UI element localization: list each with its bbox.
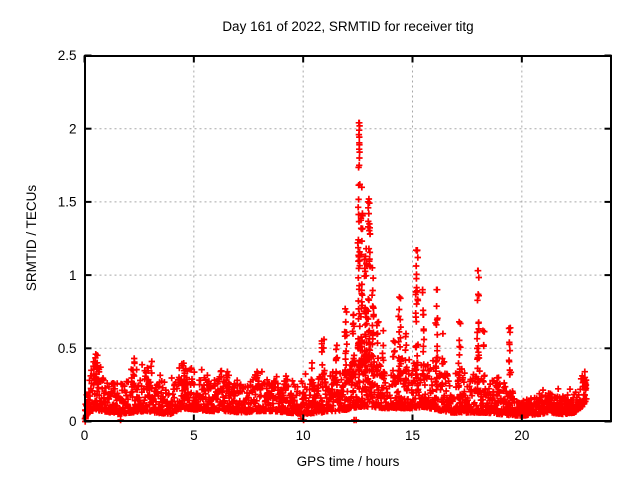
y-tick-label: 2 <box>69 121 77 136</box>
y-tick-label: 1.5 <box>58 195 77 210</box>
y-axis-label: SRMTID / TECUs <box>24 185 39 292</box>
y-tick-label: 2.5 <box>58 48 77 63</box>
plot-layer: 0 5 10 15 20 0 0.5 1 1.5 2 2.5 <box>58 48 612 443</box>
y-tick-label: 0 <box>69 414 77 429</box>
x-axis-label: GPS time / hours <box>297 454 400 469</box>
x-tick-label: 10 <box>296 428 311 443</box>
y-tick-label: 1 <box>69 268 77 283</box>
x-tick-label: 15 <box>405 428 420 443</box>
x-tick-label: 20 <box>514 428 529 443</box>
x-tick-label: 0 <box>81 428 89 443</box>
x-tick-label: 5 <box>190 428 198 443</box>
y-tick-label: 0.5 <box>58 341 77 356</box>
plot-title: Day 161 of 2022, SRMTID for receiver tit… <box>222 19 473 34</box>
plot-border <box>84 55 612 422</box>
scatter-points <box>81 119 590 425</box>
